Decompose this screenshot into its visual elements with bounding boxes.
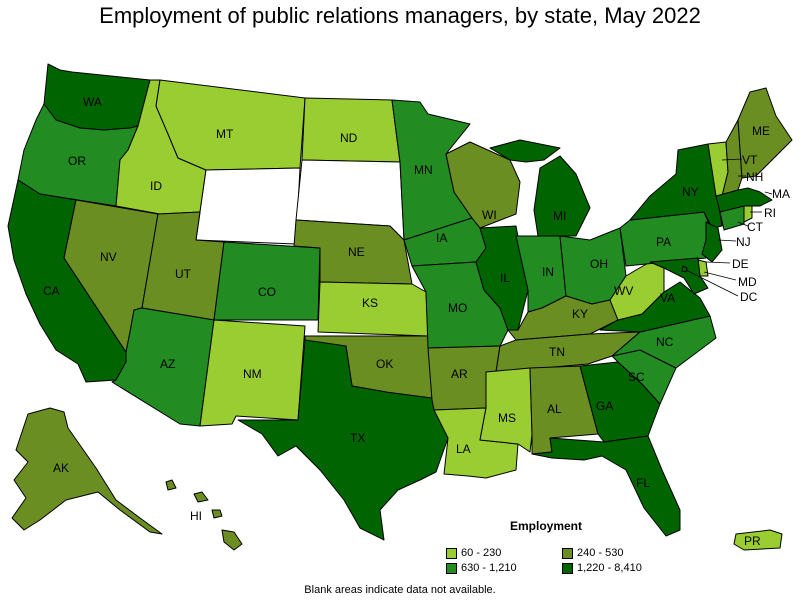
- legend-swatch-2: [446, 563, 457, 574]
- label-NY: NY: [682, 185, 699, 199]
- label-WV: WV: [614, 284, 633, 298]
- state-WY[interactable]: [195, 167, 301, 245]
- label-OK: OK: [376, 357, 393, 371]
- state-CO[interactable]: [213, 241, 321, 321]
- label-ND: ND: [340, 131, 358, 145]
- label-NM: NM: [243, 367, 262, 381]
- legend-label-2: 630 - 1,210: [461, 562, 517, 574]
- label-MN: MN: [414, 163, 433, 177]
- state-FL[interactable]: [531, 435, 681, 537]
- label-GA: GA: [596, 399, 613, 413]
- label-DE: DE: [732, 257, 749, 271]
- label-PR: PR: [744, 534, 761, 548]
- label-MI: MI: [553, 209, 566, 223]
- label-AZ: AZ: [160, 357, 175, 371]
- state-MI-lower[interactable]: [533, 155, 591, 237]
- label-CA: CA: [43, 284, 60, 298]
- legend-swatch-1: [562, 548, 573, 559]
- label-WA: WA: [83, 95, 102, 109]
- label-TN: TN: [549, 345, 565, 359]
- label-AL: AL: [547, 402, 562, 416]
- legend-swatch-3: [562, 563, 573, 574]
- label-NE: NE: [348, 245, 365, 259]
- state-MD[interactable]: [649, 257, 709, 295]
- label-CT: CT: [747, 220, 764, 234]
- label-MT: MT: [216, 127, 234, 141]
- label-KS: KS: [362, 296, 378, 310]
- label-VT: VT: [742, 153, 758, 167]
- label-CO: CO: [258, 285, 276, 299]
- legend-item-1: 240 - 530: [562, 547, 623, 560]
- legend-title: Employment: [510, 519, 583, 533]
- label-NH: NH: [746, 170, 763, 184]
- footnote: Blank areas indicate data not available.: [304, 584, 496, 596]
- label-IA: IA: [436, 231, 447, 245]
- label-TX: TX: [350, 431, 365, 445]
- label-AK: AK: [53, 461, 69, 475]
- label-WI: WI: [482, 208, 497, 222]
- label-NJ: NJ: [736, 235, 751, 249]
- state-DC[interactable]: [681, 265, 688, 273]
- legend-item-3: 1,220 - 8,410: [562, 562, 642, 575]
- state-MS[interactable]: [479, 367, 533, 453]
- label-NV: NV: [100, 250, 117, 264]
- label-ID: ID: [150, 179, 162, 193]
- label-PA: PA: [656, 235, 671, 249]
- legend-label-0: 60 - 230: [461, 547, 502, 559]
- label-MA: MA: [772, 187, 790, 201]
- state-HI-islands[interactable]: [165, 479, 223, 519]
- state-AK[interactable]: [11, 407, 163, 535]
- label-OR: OR: [68, 154, 86, 168]
- state-ND[interactable]: [301, 97, 401, 163]
- map-title: Employment of public relations managers,…: [99, 3, 701, 28]
- label-RI: RI: [764, 206, 776, 220]
- label-SC: SC: [628, 370, 645, 384]
- state-NY[interactable]: [629, 143, 723, 229]
- legend-label-1: 240 - 530: [577, 547, 624, 559]
- label-UT: UT: [175, 267, 192, 281]
- label-MD: MD: [738, 275, 757, 289]
- label-ME: ME: [752, 124, 770, 138]
- label-DC: DC: [740, 290, 758, 304]
- label-HI: HI: [190, 509, 202, 523]
- state-HI[interactable]: [221, 529, 243, 551]
- legend-item-0: 60 - 230: [446, 547, 501, 560]
- legend-swatch-0: [446, 548, 457, 559]
- state-ME[interactable]: [737, 87, 793, 179]
- label-MS: MS: [498, 411, 516, 425]
- state-MT[interactable]: [155, 79, 306, 171]
- state-WI[interactable]: [445, 141, 521, 229]
- label-FL: FL: [636, 476, 650, 490]
- state-PR[interactable]: [733, 529, 783, 551]
- label-MO: MO: [448, 301, 467, 315]
- state-labels: WA OR CA NV ID MT UT AZ CO NM ND NE KS O…: [43, 95, 790, 548]
- state-TX[interactable]: [237, 339, 449, 541]
- label-IN: IN: [542, 265, 554, 279]
- label-LA: LA: [456, 442, 471, 456]
- legend-item-2: 630 - 1,210: [446, 562, 517, 575]
- label-OH: OH: [590, 257, 608, 271]
- label-AR: AR: [451, 367, 468, 381]
- leader-lines: [685, 158, 773, 297]
- state-RI[interactable]: [743, 205, 753, 223]
- label-NC: NC: [656, 335, 674, 349]
- state-MI[interactable]: [489, 139, 561, 163]
- legend-label-3: 1,220 - 8,410: [577, 562, 642, 574]
- label-IL: IL: [500, 271, 510, 285]
- state-NM[interactable]: [199, 319, 306, 427]
- label-VA: VA: [660, 291, 675, 305]
- label-KY: KY: [572, 307, 588, 321]
